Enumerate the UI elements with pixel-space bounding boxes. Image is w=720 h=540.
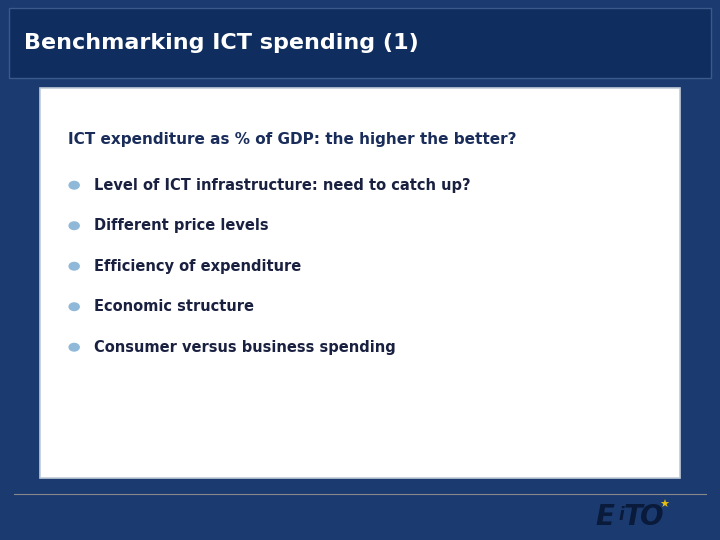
Circle shape bbox=[69, 343, 79, 351]
Text: O: O bbox=[640, 503, 663, 531]
Circle shape bbox=[69, 222, 79, 230]
Text: ★: ★ bbox=[660, 501, 670, 510]
Text: Benchmarking ICT spending (1): Benchmarking ICT spending (1) bbox=[24, 33, 419, 53]
Text: Level of ICT infrastructure: need to catch up?: Level of ICT infrastructure: need to cat… bbox=[94, 178, 470, 193]
Text: ICT expenditure as % of GDP: the higher the better?: ICT expenditure as % of GDP: the higher … bbox=[68, 132, 517, 147]
Text: Economic structure: Economic structure bbox=[94, 299, 253, 314]
FancyBboxPatch shape bbox=[9, 8, 711, 78]
Circle shape bbox=[69, 181, 79, 189]
FancyBboxPatch shape bbox=[40, 88, 680, 478]
Circle shape bbox=[69, 303, 79, 310]
Text: Efficiency of expenditure: Efficiency of expenditure bbox=[94, 259, 301, 274]
Circle shape bbox=[69, 262, 79, 270]
Text: i: i bbox=[618, 505, 624, 524]
Text: T: T bbox=[624, 503, 643, 531]
Text: E: E bbox=[595, 503, 614, 531]
Text: Different price levels: Different price levels bbox=[94, 218, 269, 233]
Text: Consumer versus business spending: Consumer versus business spending bbox=[94, 340, 395, 355]
